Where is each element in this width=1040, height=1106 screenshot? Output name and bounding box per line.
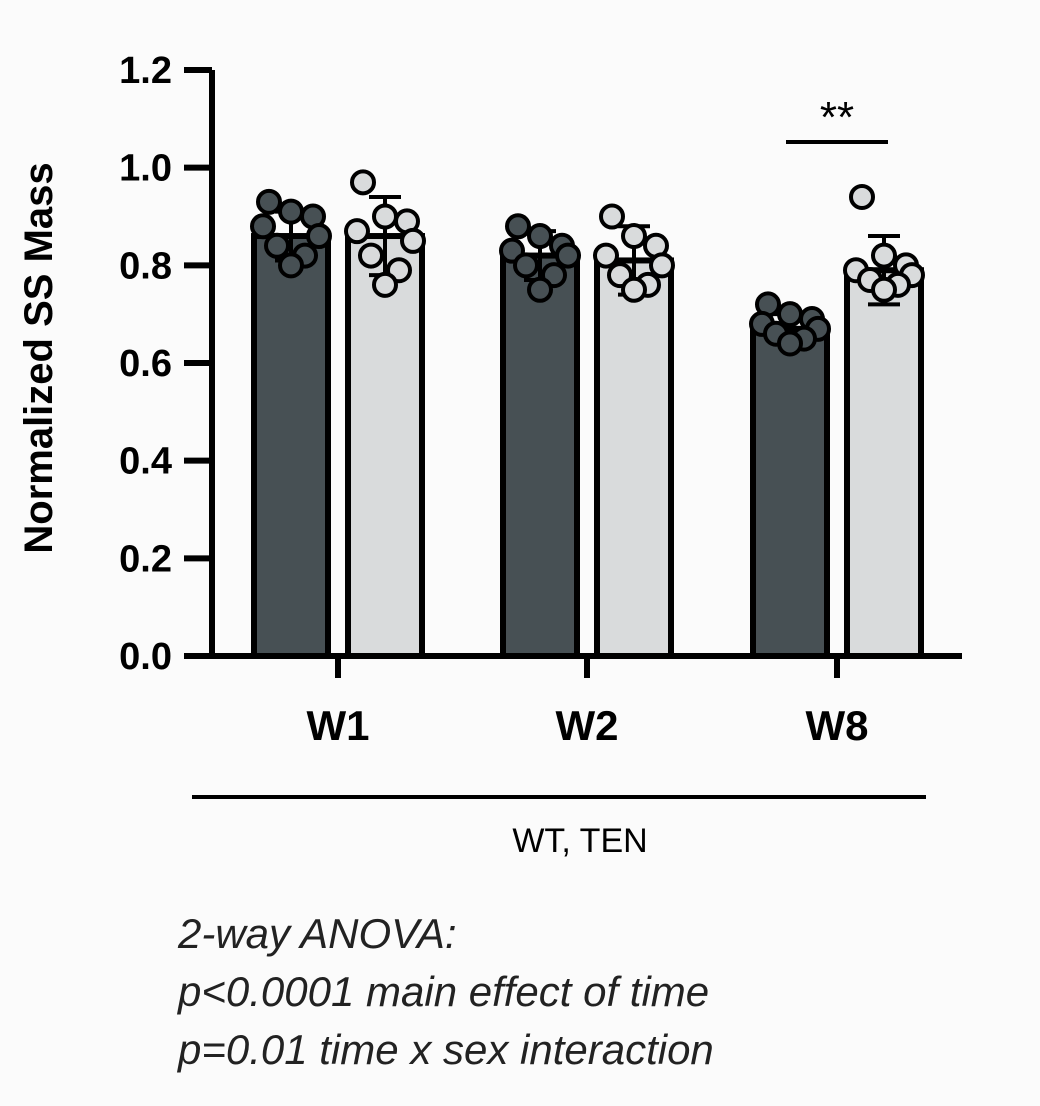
data-point (527, 276, 553, 303)
x-category-label: W2 (556, 702, 619, 749)
group-label: WT, TEN (512, 822, 647, 860)
x-category-label: W8 (806, 702, 869, 749)
y-tick-label: 0.4 (119, 441, 172, 483)
data-point (372, 271, 398, 298)
data-point (505, 213, 531, 240)
bar-w8-dark (750, 325, 830, 659)
data-point (306, 223, 332, 250)
y-tick-label: 0.0 (119, 636, 172, 678)
stats-line-time-effect: p<0.0001 main effect of time (178, 968, 710, 1015)
data-point (871, 276, 897, 303)
bar-w2-dark (500, 252, 580, 659)
bar-w1-dark (251, 233, 331, 660)
data-point (350, 169, 376, 196)
data-point (278, 252, 304, 279)
x-category-label: W1 (307, 702, 370, 749)
y-axis-label: Normalized SS Mass (17, 162, 61, 553)
data-point (849, 183, 875, 210)
y-tick-label: 0.8 (119, 245, 172, 287)
data-point (777, 301, 803, 328)
data-point (621, 276, 647, 303)
data-point (777, 330, 803, 357)
stats-annotation: 2-way ANOVA: p<0.0001 main effect of tim… (178, 905, 714, 1079)
y-tick-label: 0.6 (119, 343, 172, 385)
stats-line-interaction: p=0.01 time x sex interaction (178, 1026, 714, 1073)
significance-label: ** (820, 93, 854, 142)
data-point (278, 198, 304, 225)
y-tick-label: 1.0 (119, 148, 172, 190)
stats-line-title: 2-way ANOVA: (178, 910, 457, 957)
data-point (513, 252, 539, 279)
data-point (256, 188, 282, 215)
data-point (593, 242, 619, 269)
data-point (649, 252, 675, 279)
bar-w8-light (844, 267, 924, 659)
y-tick-label: 1.2 (119, 50, 172, 92)
data-point (358, 242, 384, 269)
data-point (372, 203, 398, 230)
data-point (527, 223, 553, 250)
y-tick-label: 0.2 (119, 538, 172, 580)
data-point (871, 242, 897, 269)
data-point (555, 242, 581, 269)
data-point (264, 232, 290, 259)
data-point (344, 218, 370, 245)
data-point (250, 213, 276, 240)
bar-w2-light (594, 257, 674, 659)
data-point (400, 227, 426, 254)
bar-w1-light (345, 233, 425, 660)
data-point (621, 223, 647, 250)
data-point (599, 203, 625, 230)
